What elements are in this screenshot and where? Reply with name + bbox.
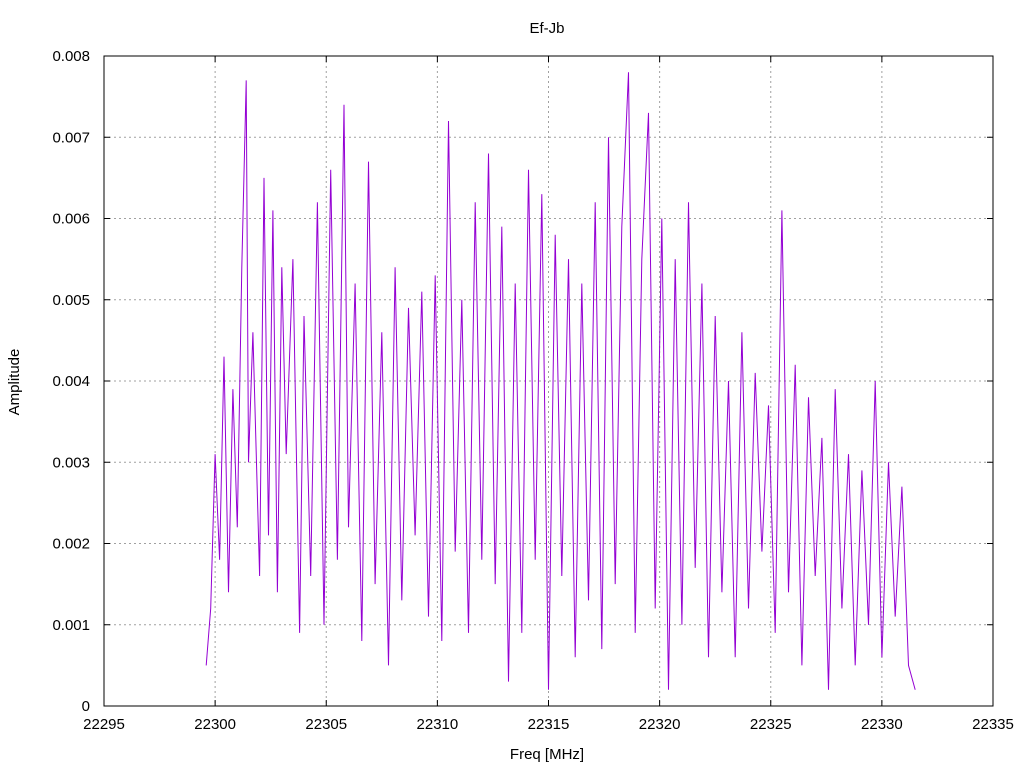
series-layer — [205, 72, 916, 690]
y-tick-label: 0.004 — [52, 373, 90, 390]
x-tick-label: 22325 — [750, 716, 792, 733]
tick-marks — [103, 55, 994, 707]
x-tick-label: 22330 — [861, 716, 903, 733]
chart-title: Ef-Jb — [529, 20, 564, 37]
x-tick-label: 22295 — [83, 716, 125, 733]
y-tick-label: 0.005 — [52, 292, 90, 309]
grid-lines — [104, 56, 993, 706]
y-axis-title: Amplitude — [6, 349, 23, 416]
y-tick-label: 0.003 — [52, 454, 90, 471]
y-tick-label: 0.006 — [52, 211, 90, 228]
x-tick-label: 22300 — [194, 716, 236, 733]
x-tick-label: 22310 — [417, 716, 459, 733]
x-tick-labels: 22295 22300 22305 22310 22315 22320 22325 22330… — [83, 716, 1014, 733]
y-tick-label: 0 — [82, 698, 90, 715]
y-tick-label: 0.008 — [52, 48, 90, 65]
x-tick-label: 22315 — [528, 716, 570, 733]
y-tick-labels: 0 0.001 0.002 0.003 0.004 0.005 0.006 0.007 0.00… — [52, 48, 90, 715]
x-axis-title: Freq [MHz] — [510, 746, 584, 763]
x-tick-label: 22305 — [305, 716, 347, 733]
y-tick-label: 0.002 — [52, 536, 90, 553]
y-tick-label: 0.001 — [52, 617, 90, 634]
x-tick-label: 22320 — [639, 716, 681, 733]
x-tick-label: 22335 — [972, 716, 1014, 733]
y-tick-label: 0.007 — [52, 129, 90, 146]
series-line — [205, 72, 916, 690]
